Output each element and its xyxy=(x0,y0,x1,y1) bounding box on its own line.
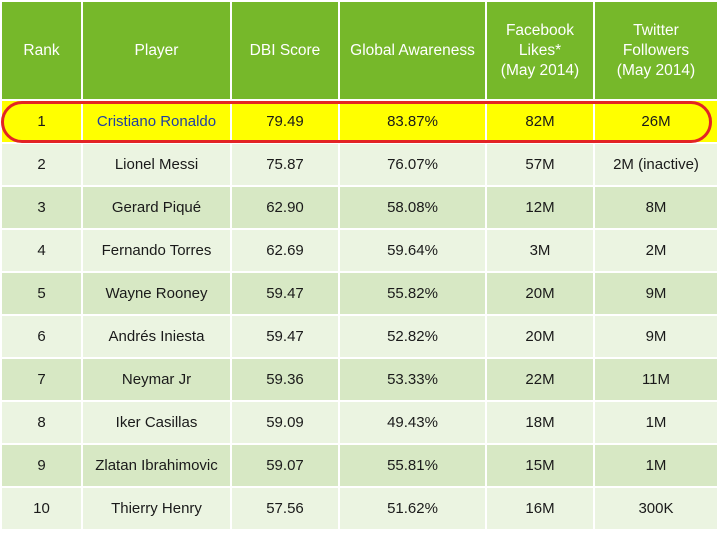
cell-rank: 10 xyxy=(0,486,83,531)
cell-facebook-likes: 20M xyxy=(485,271,595,316)
cell-global-awareness: 83.87% xyxy=(338,99,487,144)
column-header-dbi-score: DBI Score xyxy=(230,0,340,101)
cell-dbi-score: 59.07 xyxy=(230,443,340,488)
cell-dbi-score: 59.09 xyxy=(230,400,340,445)
cell-player: Cristiano Ronaldo xyxy=(81,99,232,144)
cell-player: Lionel Messi xyxy=(81,142,232,187)
cell-facebook-likes: 3M xyxy=(485,228,595,273)
table-row: 6 Andrés Iniesta 59.47 52.82% 20M 9M xyxy=(0,314,717,359)
cell-rank: 1 xyxy=(0,99,83,144)
cell-dbi-score: 79.49 xyxy=(230,99,340,144)
column-header-line: Likes* xyxy=(518,41,562,59)
cell-facebook-likes: 57M xyxy=(485,142,595,187)
cell-facebook-likes: 82M xyxy=(485,99,595,144)
table-row: 9 Zlatan Ibrahimovic 59.07 55.81% 15M 1M xyxy=(0,443,717,488)
cell-rank: 7 xyxy=(0,357,83,402)
column-header-line: (May 2014) xyxy=(500,61,580,79)
cell-twitter-followers: 1M xyxy=(593,443,717,488)
cell-twitter-followers: 9M xyxy=(593,271,717,316)
ranking-table: Rank Player DBI Score Global Awareness Faceb… xyxy=(0,0,717,531)
cell-global-awareness: 58.08% xyxy=(338,185,487,230)
cell-twitter-followers: 9M xyxy=(593,314,717,359)
cell-twitter-followers: 2M xyxy=(593,228,717,273)
column-header-line: Facebook xyxy=(505,21,575,39)
column-header-line: Rank xyxy=(23,41,60,59)
table-row-highlighted: 1 Cristiano Ronaldo 79.49 83.87% 82M 26M xyxy=(0,99,717,144)
cell-global-awareness: 52.82% xyxy=(338,314,487,359)
cell-player: Iker Casillas xyxy=(81,400,232,445)
cell-rank: 6 xyxy=(0,314,83,359)
cell-facebook-likes: 22M xyxy=(485,357,595,402)
cell-dbi-score: 57.56 xyxy=(230,486,340,531)
cell-dbi-score: 59.47 xyxy=(230,271,340,316)
cell-global-awareness: 51.62% xyxy=(338,486,487,531)
cell-player: Fernando Torres xyxy=(81,228,232,273)
column-header-rank: Rank xyxy=(0,0,83,101)
table-row: 3 Gerard Piqué 62.90 58.08% 12M 8M xyxy=(0,185,717,230)
cell-global-awareness: 59.64% xyxy=(338,228,487,273)
cell-global-awareness: 55.82% xyxy=(338,271,487,316)
cell-dbi-score: 62.90 xyxy=(230,185,340,230)
column-header-line: Player xyxy=(134,41,179,59)
cell-rank: 5 xyxy=(0,271,83,316)
cell-rank: 9 xyxy=(0,443,83,488)
column-header-global-awareness: Global Awareness xyxy=(338,0,487,101)
cell-twitter-followers: 8M xyxy=(593,185,717,230)
cell-rank: 4 xyxy=(0,228,83,273)
column-header-line: Twitter xyxy=(633,21,679,39)
cell-dbi-score: 62.69 xyxy=(230,228,340,273)
cell-player: Wayne Rooney xyxy=(81,271,232,316)
table-body: 1 Cristiano Ronaldo 79.49 83.87% 82M 26M 2 Lion… xyxy=(0,99,717,531)
cell-player: Thierry Henry xyxy=(81,486,232,531)
cell-global-awareness: 55.81% xyxy=(338,443,487,488)
cell-facebook-likes: 12M xyxy=(485,185,595,230)
cell-player: Gerard Piqué xyxy=(81,185,232,230)
cell-facebook-likes: 16M xyxy=(485,486,595,531)
cell-player: Andrés Iniesta xyxy=(81,314,232,359)
cell-player: Neymar Jr xyxy=(81,357,232,402)
table-row: 4 Fernando Torres 62.69 59.64% 3M 2M xyxy=(0,228,717,273)
column-header-line: DBI Score xyxy=(249,41,321,59)
cell-facebook-likes: 20M xyxy=(485,314,595,359)
cell-dbi-score: 59.47 xyxy=(230,314,340,359)
table-header: Rank Player DBI Score Global Awareness Faceb… xyxy=(0,0,717,101)
cell-rank: 8 xyxy=(0,400,83,445)
cell-twitter-followers: 11M xyxy=(593,357,717,402)
cell-facebook-likes: 18M xyxy=(485,400,595,445)
column-header-line: Global Awareness xyxy=(350,41,475,59)
cell-global-awareness: 76.07% xyxy=(338,142,487,187)
cell-global-awareness: 53.33% xyxy=(338,357,487,402)
column-header-player: Player xyxy=(81,0,232,101)
column-header-line: (May 2014) xyxy=(616,61,696,79)
table-row: 5 Wayne Rooney 59.47 55.82% 20M 9M xyxy=(0,271,717,316)
table-row: 2 Lionel Messi 75.87 76.07% 57M 2M (inactive) xyxy=(0,142,717,187)
table-row: 7 Neymar Jr 59.36 53.33% 22M 11M xyxy=(0,357,717,402)
cell-global-awareness: 49.43% xyxy=(338,400,487,445)
cell-dbi-score: 59.36 xyxy=(230,357,340,402)
cell-facebook-likes: 15M xyxy=(485,443,595,488)
cell-twitter-followers: 300K xyxy=(593,486,717,531)
table-row: 10 Thierry Henry 57.56 51.62% 16M 300K xyxy=(0,486,717,531)
header-row: Rank Player DBI Score Global Awareness Faceb… xyxy=(0,0,717,101)
cell-rank: 3 xyxy=(0,185,83,230)
cell-twitter-followers: 1M xyxy=(593,400,717,445)
column-header-line: Followers xyxy=(622,41,690,59)
cell-dbi-score: 75.87 xyxy=(230,142,340,187)
table-row: 8 Iker Casillas 59.09 49.43% 18M 1M xyxy=(0,400,717,445)
cell-player: Zlatan Ibrahimovic xyxy=(81,443,232,488)
cell-rank: 2 xyxy=(0,142,83,187)
cell-twitter-followers: 2M (inactive) xyxy=(593,142,717,187)
cell-twitter-followers: 26M xyxy=(593,99,717,144)
column-header-twitter-followers: Twitter Followers (May 2014) xyxy=(593,0,717,101)
column-header-facebook-likes: Facebook Likes* (May 2014) xyxy=(485,0,595,101)
